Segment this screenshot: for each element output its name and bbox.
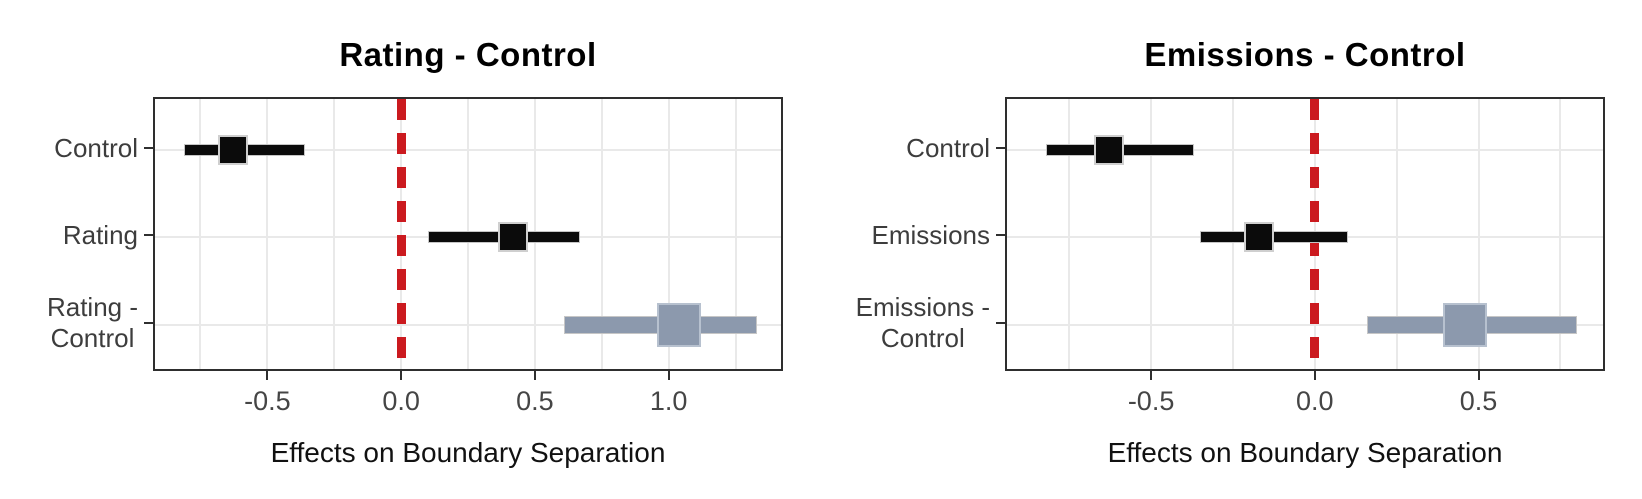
median-point (217, 135, 248, 165)
y-axis-label-line: Control (880, 323, 965, 353)
y-axis-label-line: Control (50, 323, 135, 353)
y-tick (996, 147, 1005, 149)
x-tick (1313, 371, 1316, 380)
y-axis-label-line: Control (906, 132, 990, 163)
y-axis-label-line: Rating (62, 219, 138, 250)
y-axis-label: Emissions (872, 220, 990, 251)
y-tick (996, 322, 1005, 324)
zero-refline (396, 99, 406, 369)
median-point (657, 303, 702, 347)
y-axis-label: Rating - Control (47, 292, 138, 354)
gridline-v (734, 99, 737, 369)
y-axis-label: Control (54, 133, 138, 164)
x-axis-title-right: Effects on Boundary Separation (1107, 437, 1503, 468)
gridline-v (1068, 99, 1071, 369)
y-tick (996, 234, 1005, 236)
y-axis-label-line: Emissions (871, 219, 990, 250)
y-axis-label: Emissions - Control (856, 292, 990, 354)
median-point (498, 222, 529, 252)
y-axis-label-line: Rating - (46, 292, 138, 322)
y-tick (144, 147, 153, 149)
gridline-v (266, 99, 269, 369)
x-tick (400, 371, 403, 380)
y-tick (144, 322, 153, 324)
median-point (1093, 135, 1124, 165)
panel-rating-control (153, 97, 783, 371)
gridline-h (1007, 149, 1603, 151)
x-tick (667, 371, 670, 380)
panel-emissions-control (1005, 97, 1605, 371)
x-tick (1150, 371, 1153, 380)
gridline-h (155, 149, 781, 151)
gridline-v (1395, 99, 1398, 369)
gridline-v (1559, 99, 1562, 369)
x-axis-title-left: Effects on Boundary Separation (270, 437, 666, 468)
y-axis-label: Rating (63, 220, 138, 251)
y-axis-label-line: Control (54, 132, 138, 163)
gridline-v (1150, 99, 1153, 369)
x-tick-label: 0.5 (1459, 386, 1498, 416)
gridline-h (1007, 324, 1603, 326)
median-point (1244, 222, 1275, 252)
x-tick (533, 371, 536, 380)
y-axis-label-line: Emissions - (855, 292, 990, 322)
median-point (1443, 303, 1488, 347)
y-tick (144, 234, 153, 236)
x-tick-label: 0.0 (1296, 386, 1334, 416)
x-tick-label: 1.0 (649, 386, 688, 416)
gridline-v (667, 99, 670, 369)
gridline-v (333, 99, 336, 369)
x-tick-label: -0.5 (244, 386, 291, 416)
gridline-v (199, 99, 202, 369)
x-tick-label: 0.0 (382, 386, 420, 416)
x-tick (266, 371, 269, 380)
x-tick-label: -0.5 (1127, 386, 1175, 416)
x-tick-label: 0.5 (516, 386, 554, 416)
y-axis-label: Control (906, 133, 990, 164)
plot-title-emissions-control: Emissions - Control (1144, 36, 1466, 73)
gridline-v (600, 99, 603, 369)
x-tick (1477, 371, 1480, 380)
gridline-h (155, 324, 781, 326)
plot-title-rating-control: Rating - Control (339, 36, 597, 73)
gridline-v (1477, 99, 1480, 369)
